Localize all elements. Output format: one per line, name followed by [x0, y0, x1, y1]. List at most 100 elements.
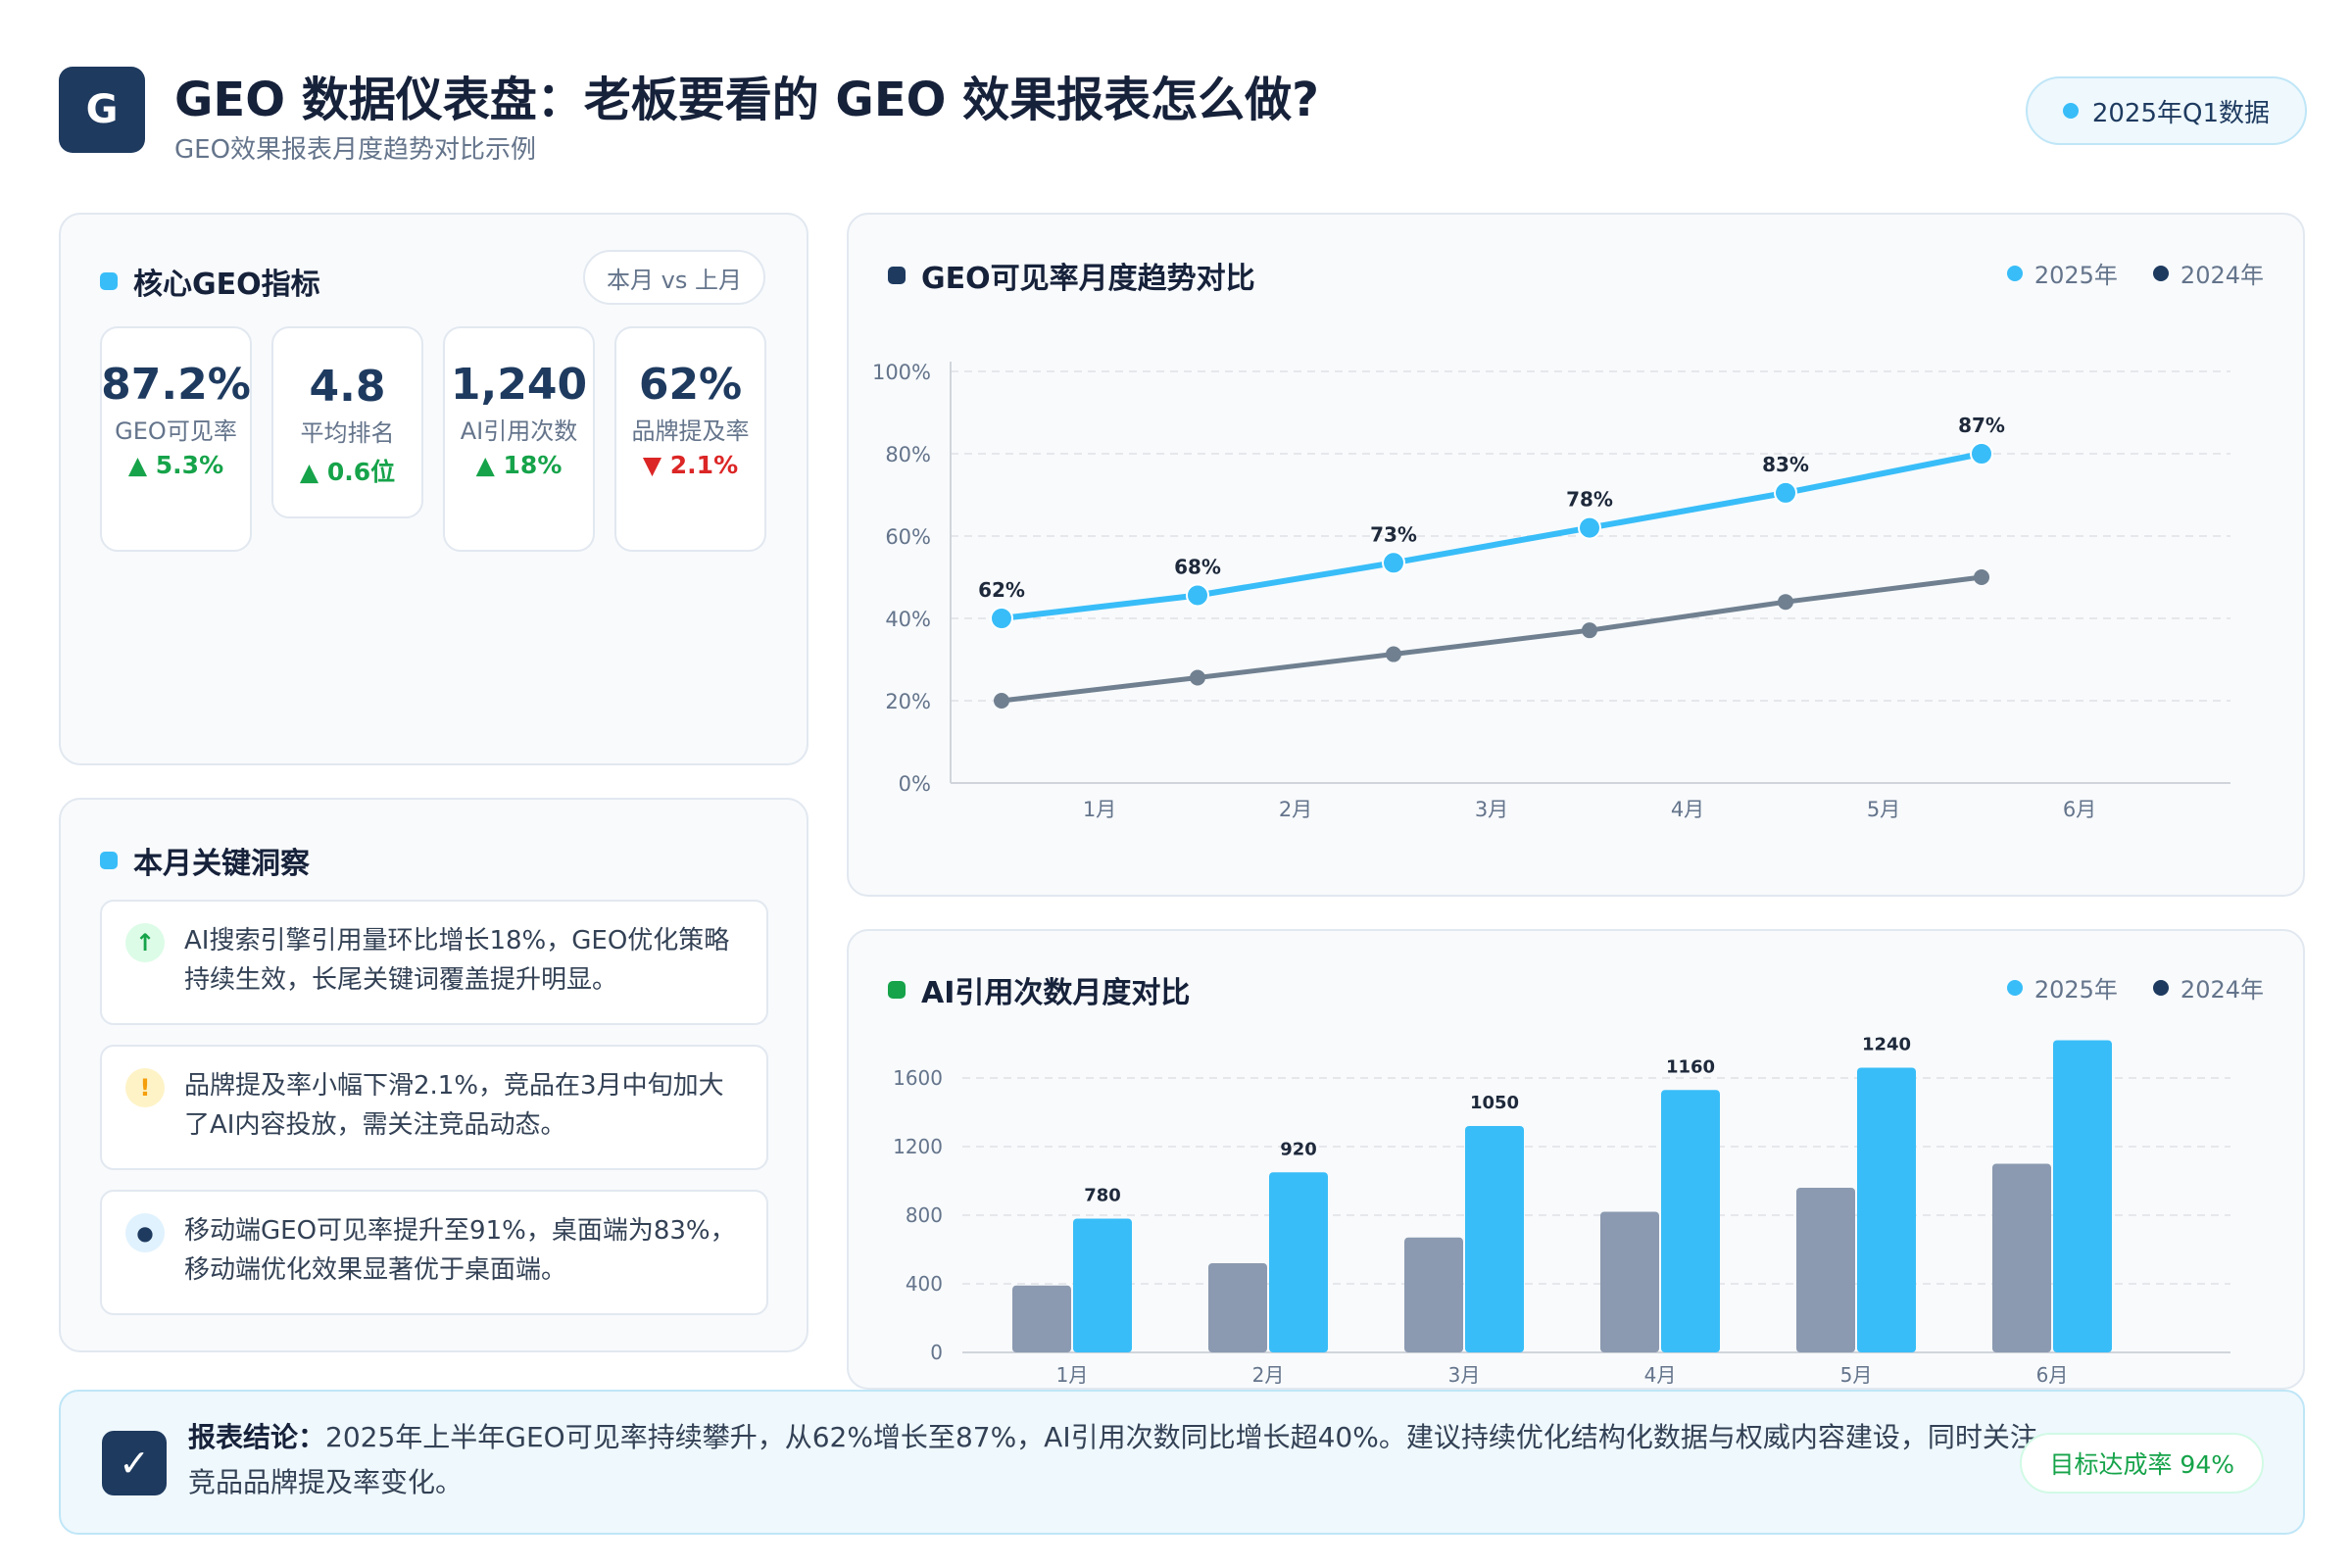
metric-card-visibility[interactable]: 87.2% GEO可见率 ▲ 5.3%	[100, 326, 252, 552]
insights-title-text: 本月关键洞察	[133, 847, 310, 881]
metric-delta: ▲ 5.3%	[127, 451, 224, 479]
bar-2024	[1796, 1188, 1855, 1352]
legend-item[interactable]: 2024年	[2152, 256, 2264, 290]
y-tick-label: 40%	[885, 608, 931, 631]
data-label: 1160	[1666, 1056, 1715, 1077]
insight-item[interactable]: ↑ AI搜索引擎引用量环比增长18%，GEO优化策略持续生效，长尾关键词覆盖提升…	[100, 900, 768, 1025]
data-point-2025	[990, 607, 1013, 630]
data-point-2025	[1578, 515, 1601, 540]
data-point-2025	[1186, 583, 1209, 608]
compare-toggle[interactable]: 本月 vs 上月	[583, 250, 765, 305]
data-label: 920	[1280, 1139, 1317, 1159]
square-icon	[100, 272, 118, 290]
legend-dot-icon	[2152, 979, 2169, 996]
legend-item[interactable]: 2024年	[2152, 970, 2264, 1004]
page-title: GEO 数据仪表盘：老板要看的 GEO 效果报表怎么做?	[174, 73, 1319, 127]
bar-chart-legend: 2025年 2024年	[2006, 970, 2264, 1004]
metric-card-avg-rank[interactable]: 4.8 平均排名 ▲ 0.6位	[271, 326, 423, 518]
x-tick-label: 1月	[1056, 1363, 1089, 1387]
warning-icon: !	[125, 1068, 165, 1107]
conclusion-label: 报表结论：	[188, 1421, 326, 1453]
period-label: 2025年Q1数据	[2091, 98, 2270, 128]
metric-label: 品牌提及率	[631, 417, 750, 445]
metric-label: AI引用次数	[460, 417, 578, 445]
x-tick-label: 3月	[1475, 798, 1508, 821]
page-subtitle: GEO效果报表月度趋势对比示例	[174, 135, 537, 165]
legend-label: 2024年	[2180, 262, 2264, 289]
y-tick-label: 0%	[899, 772, 931, 796]
data-point-2025	[1970, 442, 1993, 466]
legend-dot-icon	[2152, 265, 2169, 281]
series-line-2025	[1001, 451, 1983, 621]
data-label: 68%	[1174, 555, 1221, 578]
y-tick-label: 800	[906, 1203, 943, 1227]
legend-dot-icon	[2006, 265, 2023, 281]
data-point-2025	[1774, 480, 1797, 505]
bar-2025	[1269, 1172, 1328, 1352]
data-label: 83%	[1762, 453, 1809, 476]
period-badge[interactable]: 2025年Q1数据	[2025, 76, 2307, 145]
data-label: 87%	[1958, 414, 2005, 437]
arrow-up-icon: ↑	[125, 923, 165, 962]
insights-card: 本月关键洞察 ↑ AI搜索引擎引用量环比增长18%，GEO优化策略持续生效，长尾…	[59, 798, 808, 1352]
x-tick-label: 3月	[1448, 1363, 1481, 1387]
bar-chart-title: AI引用次数月度对比	[888, 968, 1190, 1011]
metric-value: 87.2%	[101, 360, 251, 410]
bar-2025	[1857, 1067, 1916, 1352]
metric-delta: ▼ 2.1%	[642, 451, 739, 479]
insight-item[interactable]: ! 品牌提及率小幅下滑2.1%，竞品在3月中旬加大了AI内容投放，需关注竞品动态…	[100, 1045, 768, 1170]
data-label: 78%	[1566, 488, 1613, 512]
bar-2024	[1012, 1285, 1071, 1352]
y-tick-label: 400	[906, 1272, 943, 1296]
legend-label: 2024年	[2180, 976, 2264, 1004]
metric-value: 62%	[638, 360, 743, 410]
square-icon	[888, 981, 906, 999]
data-point-2024	[994, 693, 1009, 709]
conclusion-body: 2025年上半年GEO可见率持续攀升，从62%增长至87%，AI引用次数同比增长…	[188, 1421, 2037, 1498]
x-tick-label: 2月	[1252, 1363, 1285, 1387]
square-icon	[100, 852, 118, 869]
data-point-2024	[1778, 594, 1793, 611]
metric-delta: ▲ 0.6位	[299, 458, 396, 486]
bar-2025	[1073, 1218, 1132, 1352]
legend-item[interactable]: 2025年	[2006, 256, 2118, 290]
bar-2024	[1208, 1263, 1267, 1352]
y-tick-label: 20%	[885, 690, 931, 713]
y-tick-label: 1600	[893, 1066, 943, 1090]
data-label: 780	[1084, 1186, 1121, 1206]
goal-achievement-badge[interactable]: 目标达成率 94%	[2020, 1433, 2264, 1494]
line-chart-title-text: GEO可见率月度趋势对比	[921, 262, 1255, 296]
metric-value: 1,240	[450, 360, 588, 410]
metric-card-brand-mention[interactable]: 62% 品牌提及率 ▼ 2.1%	[614, 326, 766, 552]
data-label: 1240	[1862, 1035, 1911, 1055]
x-tick-label: 2月	[1279, 798, 1312, 821]
series-line-2024	[1001, 574, 1983, 704]
bar-2024	[1600, 1211, 1659, 1352]
data-label: 73%	[1370, 522, 1417, 546]
x-tick-label: 5月	[1867, 798, 1900, 821]
insight-text: 品牌提及率小幅下滑2.1%，竞品在3月中旬加大了AI内容投放，需关注竞品动态。	[184, 1071, 724, 1140]
legend-dot-icon	[2006, 979, 2023, 996]
conclusion-text: 报表结论：2025年上半年GEO可见率持续攀升，从62%增长至87%，AI引用次…	[188, 1415, 2050, 1505]
y-tick-label: 100%	[872, 361, 931, 384]
legend-label: 2025年	[2034, 976, 2118, 1004]
legend-item[interactable]: 2025年	[2006, 970, 2118, 1004]
data-point-2024	[1974, 569, 1989, 585]
bar-2025	[1661, 1090, 1720, 1352]
x-tick-label: 4月	[1644, 1363, 1677, 1387]
period-dot-icon	[2062, 103, 2079, 119]
insight-item[interactable]: ● 移动端GEO可见率提升至91%，桌面端为83%，移动端优化效果显著优于桌面端…	[100, 1190, 768, 1315]
y-tick-label: 60%	[885, 525, 931, 549]
metric-card-ai-citations[interactable]: 1,240 AI引用次数 ▲ 18%	[443, 326, 595, 552]
bar-2024	[1992, 1163, 2051, 1352]
data-point-2024	[1386, 646, 1401, 662]
x-tick-label: 1月	[1083, 798, 1116, 821]
bar-2025	[1465, 1126, 1524, 1352]
logo: G	[59, 67, 145, 153]
x-tick-label: 6月	[2036, 1363, 2069, 1387]
insight-text: AI搜索引擎引用量环比增长18%，GEO优化策略持续生效，长尾关键词覆盖提升明显…	[184, 926, 730, 995]
bar-chart-card: AI引用次数月度对比 2025年 2024年 0 400 800 1200 1600 78…	[847, 929, 2305, 1390]
check-icon: ✓	[102, 1431, 167, 1495]
y-tick-label: 0	[930, 1341, 943, 1364]
line-chart-legend: 2025年 2024年	[2006, 256, 2264, 290]
